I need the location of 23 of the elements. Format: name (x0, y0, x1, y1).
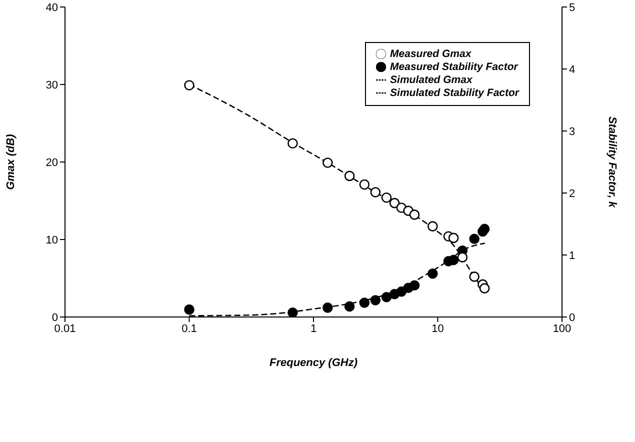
y-tick-label: 0 (52, 312, 58, 324)
x-tick-label: 100 (552, 322, 572, 335)
y-axis-title: Gmax (dB) (4, 134, 17, 190)
legend-label: Measured Gmax (390, 48, 472, 60)
legend-label: Simulated Gmax (390, 74, 472, 86)
y2-tick-label: 0 (569, 312, 576, 324)
x-tick-label: 0.1 (182, 322, 197, 335)
x-axis-title: Frequency (GHz) (269, 357, 358, 369)
y2-tick-label: 1 (569, 250, 576, 262)
y2-tick-label: 3 (569, 126, 576, 138)
y-tick-label: 10 (46, 234, 58, 246)
y2-tick-label: 2 (569, 188, 576, 200)
x-tick-label: 10 (432, 322, 444, 335)
y-tick-label: 20 (46, 156, 58, 169)
y2-tick-label: 4 (569, 64, 576, 76)
x-tick-label: 1 (310, 322, 317, 335)
y2-axis-title: Stability Factor, k (606, 116, 618, 208)
legend-label: Simulated Stability Factor (390, 87, 519, 99)
y-tick-label: 30 (46, 79, 58, 92)
y2-tick-label: 5 (569, 2, 576, 14)
legend-label: Measured Stability Factor (390, 61, 518, 73)
y-tick-label: 40 (46, 2, 58, 14)
x-tick-label: 0.01 (54, 322, 76, 335)
